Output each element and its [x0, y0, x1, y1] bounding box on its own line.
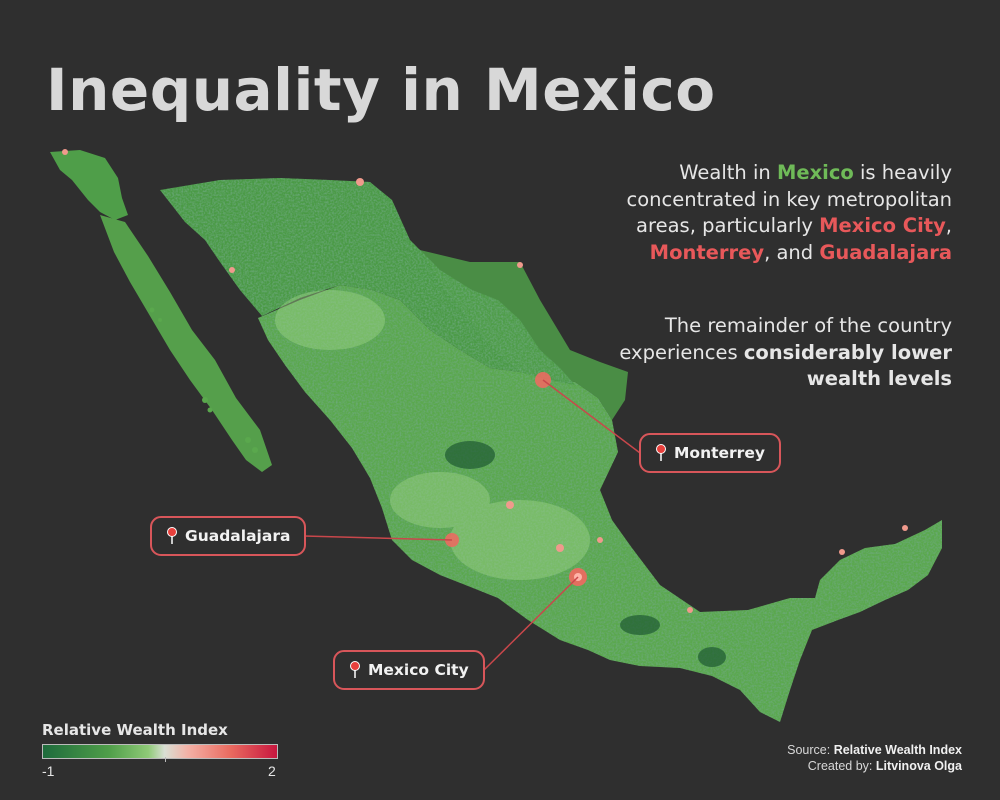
- highlight-mexico: Mexico: [776, 161, 854, 184]
- legend-title: Relative Wealth Index: [42, 721, 228, 739]
- low-wealth-patches: [445, 441, 726, 667]
- highlight-guadalajara: Guadalajara: [819, 240, 952, 264]
- description-paragraph-1: Wealth in Mexico is heavily concentrated…: [626, 161, 952, 264]
- highlight-monterrey: Monterrey: [649, 240, 765, 264]
- legend-midpoint-tick: [165, 757, 166, 762]
- density-texture: [160, 178, 942, 722]
- source-line: Source: Relative Wealth Index: [787, 743, 962, 757]
- callout-mexico-city-label: Mexico City: [368, 661, 469, 679]
- map-pin-icon: [350, 661, 360, 678]
- map-pin-icon: [167, 527, 177, 544]
- credits: Source: Relative Wealth Index Created by…: [787, 742, 962, 774]
- callout-monterrey-label: Monterrey: [674, 444, 765, 462]
- page-title: Inequality in Mexico: [46, 56, 716, 124]
- callout-guadalajara-label: Guadalajara: [185, 527, 291, 545]
- legend-max-label: 2: [268, 763, 276, 779]
- legend-color-scale: [42, 744, 278, 759]
- description-paragraph-2: The remainder of the country experiences…: [619, 314, 952, 390]
- baja-california: [50, 150, 128, 220]
- legend-min-label: -1: [42, 763, 55, 779]
- highlight-mexico-city: Mexico City: [819, 214, 946, 237]
- highland-highlights: [275, 290, 590, 580]
- baja-california-sur: [100, 215, 272, 472]
- callout-monterrey[interactable]: Monterrey: [639, 433, 781, 473]
- callout-leaders: [303, 379, 641, 671]
- map-pin-icon: [656, 444, 666, 461]
- author-line: Created by: Litvinova Olga: [807, 759, 962, 773]
- callout-mexico-city[interactable]: Mexico City: [333, 650, 485, 690]
- island-dots: [149, 307, 258, 453]
- callout-guadalajara[interactable]: Guadalajara: [150, 516, 307, 556]
